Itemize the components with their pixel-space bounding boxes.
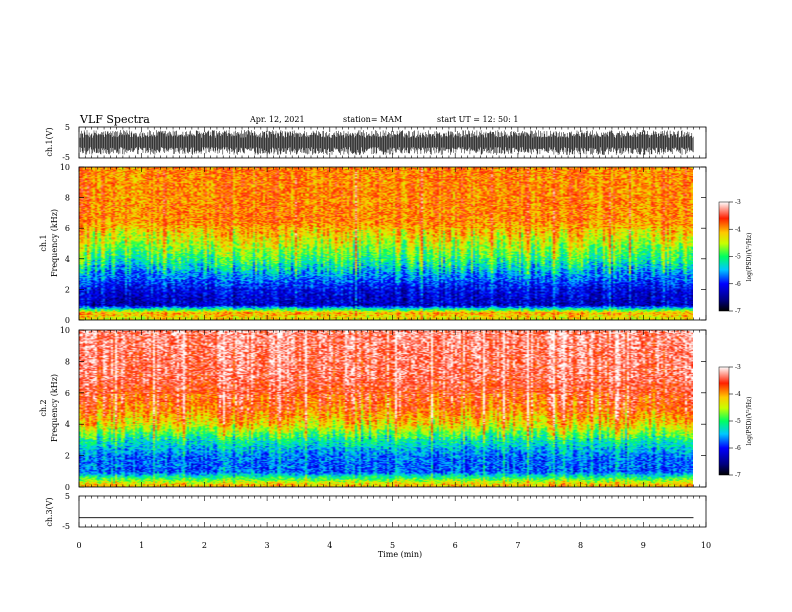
ch3-waveform-frame: [78, 495, 707, 528]
ch2-spectrogram-ytick-label: 4: [65, 420, 70, 429]
ch1-colorbar-tick-label: -6: [735, 281, 741, 288]
time-axis-labels: 0 1 2 3 4 5 6 7 8 9 10: [76, 541, 711, 550]
time-tick-label: 0: [76, 541, 81, 550]
ch2-colorbar-label: log(PSD)(V²/Hz): [746, 397, 753, 446]
time-axis-label: Time (min): [378, 550, 422, 559]
ch2-colorbar-tick-label: -5: [735, 418, 741, 425]
time-tick-label: 7: [515, 541, 520, 550]
ch1-spectrogram-ytick-label: 6: [65, 224, 70, 233]
ch2-spectrogram-channel-label: ch.2: [39, 399, 48, 416]
time-tick-label: 3: [265, 541, 270, 550]
time-tick-label: 6: [453, 541, 458, 550]
ch1-spectrogram-ytick-label: 2: [65, 285, 70, 294]
ch3-ytick-bottom: -5: [62, 522, 70, 531]
ch1-ytick-top: 5: [65, 123, 70, 132]
ch3-ytick-top: 5: [65, 492, 70, 501]
ch2-spectrogram-ytick-label: 10: [60, 326, 70, 335]
ch3-waveform-panel: 5 -5 ch.3(V): [45, 492, 707, 531]
ch1-colorbar-ticks: -3 -4 -5 -6 -7: [729, 199, 741, 315]
ch1-colorbar-tick-label: -5: [735, 254, 741, 261]
ch2-spectrogram-ytick-label: 6: [65, 389, 70, 398]
ch1-spectrogram-yticks: 0 2 4 6 8 10: [60, 163, 706, 325]
ch2-colorbar-gradient: [718, 366, 730, 476]
ch1-spectrogram-ytick-label: 4: [65, 255, 70, 264]
time-tick-label: 5: [390, 541, 395, 550]
ch3-waveform-ylabel: ch.3(V): [45, 497, 54, 526]
ch1-waveform-line: [79, 130, 694, 155]
ch1-spectrogram-image: [79, 167, 693, 320]
ch1-spectrogram-panel: 0 2 4 6 8 10 ch.1 Frequency (kHz): [39, 163, 707, 325]
ch2-colorbar: -3 -4 -5 -6 -7 log(PSD)(V²/Hz): [718, 364, 753, 479]
ch2-colorbar-tick-label: -7: [735, 472, 741, 479]
time-tick-label: 8: [578, 541, 583, 550]
ch1-colorbar-tick-label: -3: [735, 199, 741, 206]
ch1-colorbar-gradient: [718, 201, 730, 312]
ch1-colorbar: -3 -4 -5 -6 -7 log(PSD)(V²/Hz): [718, 199, 753, 315]
ch1-colorbar-label: log(PSD)(V²/Hz): [746, 233, 753, 282]
time-tick-label: 1: [139, 541, 144, 550]
time-axis-ticks: [78, 127, 707, 527]
time-tick-label: 9: [641, 541, 646, 550]
ch1-colorbar-tick-label: -7: [735, 308, 741, 315]
ch2-spectrogram-panel: 0 2 4 6 8 10 ch.2 Frequency (kHz): [39, 326, 707, 492]
ch1-waveform-ylabel: ch.1(V): [45, 127, 54, 156]
ch1-spectrogram-ytick-label: 0: [65, 316, 70, 325]
time-tick-label: 2: [202, 541, 207, 550]
ch1-spectrogram-ytick-label: 10: [60, 163, 70, 172]
ch2-spectrogram-ytick-label: 8: [65, 357, 70, 366]
ch2-spectrogram-ytick-label: 0: [65, 483, 70, 492]
ch2-colorbar-tick-label: -3: [735, 364, 741, 371]
time-tick-label: 4: [327, 541, 332, 550]
ch1-spectrogram-ylabel: Frequency (kHz): [50, 209, 59, 277]
ch1-spectrogram-channel-label: ch.1: [39, 234, 48, 251]
ch2-spectrogram-yticks: 0 2 4 6 8 10: [60, 326, 706, 492]
ch2-spectrogram-image: [79, 330, 693, 487]
figure-title: VLF Spectra: [79, 113, 150, 126]
header-start-time: start UT = 12: 50: 1: [437, 115, 518, 124]
header-station: station= MAM: [343, 115, 402, 124]
time-tick-label: 10: [701, 541, 711, 550]
ch1-colorbar-tick-label: -4: [735, 226, 741, 233]
ch2-colorbar-tick-label: -6: [735, 445, 741, 452]
ch2-colorbar-tick-label: -4: [735, 391, 741, 398]
ch1-waveform-panel: 5 -5 ch.1(V): [45, 123, 707, 162]
ch2-spectrogram-ylabel: Frequency (kHz): [50, 374, 59, 442]
header-date: Apr. 12, 2021: [249, 115, 305, 124]
ch2-colorbar-ticks: -3 -4 -5 -6 -7: [729, 364, 741, 479]
ch1-ytick-bottom: -5: [62, 153, 70, 162]
ch2-spectrogram-ytick-label: 2: [65, 452, 70, 461]
ch1-spectrogram-ytick-label: 8: [65, 194, 70, 203]
